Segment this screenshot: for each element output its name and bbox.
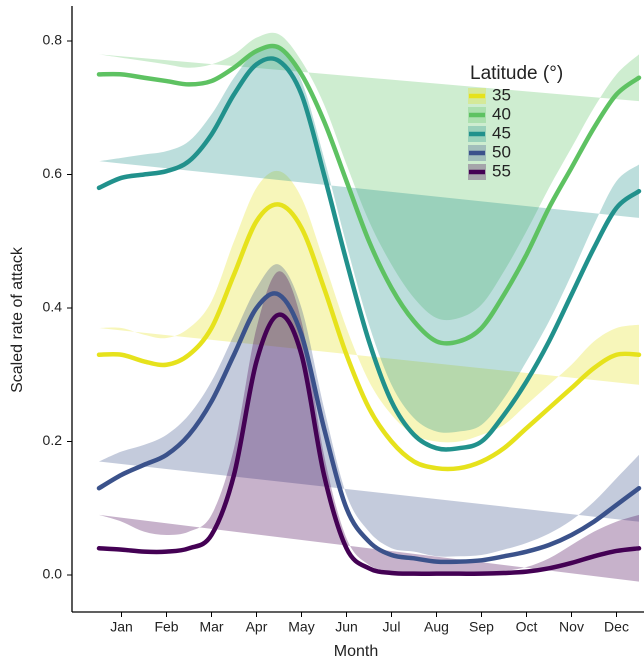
series-line [96,56,642,452]
legend-label: 50 [492,142,511,161]
series-line [96,43,642,346]
x-tick-label: Sep [469,619,494,635]
series-line [96,202,642,472]
x-axis-title: Month [334,643,378,660]
x-tick-label: Jan [110,619,133,635]
x-tick-label: Jul [383,619,401,635]
legend-label: 35 [492,85,511,104]
x-tick-label: Oct [516,619,538,635]
y-tick-label: 0.8 [43,32,63,48]
series-line [96,291,642,565]
confidence-band [99,170,639,443]
legend-label: 45 [492,123,511,142]
confidence-band [99,271,639,582]
series-line [96,312,642,576]
x-tick-label: May [288,619,314,635]
confidence-band [99,264,639,557]
y-tick-label: 0.2 [43,432,63,448]
x-tick-label: Jun [335,619,358,635]
y-tick-label: 0.0 [43,566,63,582]
y-tick-label: 0.6 [43,165,63,181]
x-tick-label: Aug [424,619,449,635]
legend-label: 40 [492,104,511,123]
confidence-band [99,32,639,321]
legend-title: Latitude (°) [470,63,563,84]
legend-label: 55 [492,161,511,180]
y-axis-title: Scaled rate of attack [9,246,26,393]
y-tick-label: 0.4 [43,299,63,315]
x-tick-label: Feb [154,619,178,635]
x-tick-label: Mar [199,619,223,635]
x-tick-label: Apr [246,619,268,635]
x-tick-label: Dec [604,619,629,635]
x-tick-label: Nov [559,619,584,635]
